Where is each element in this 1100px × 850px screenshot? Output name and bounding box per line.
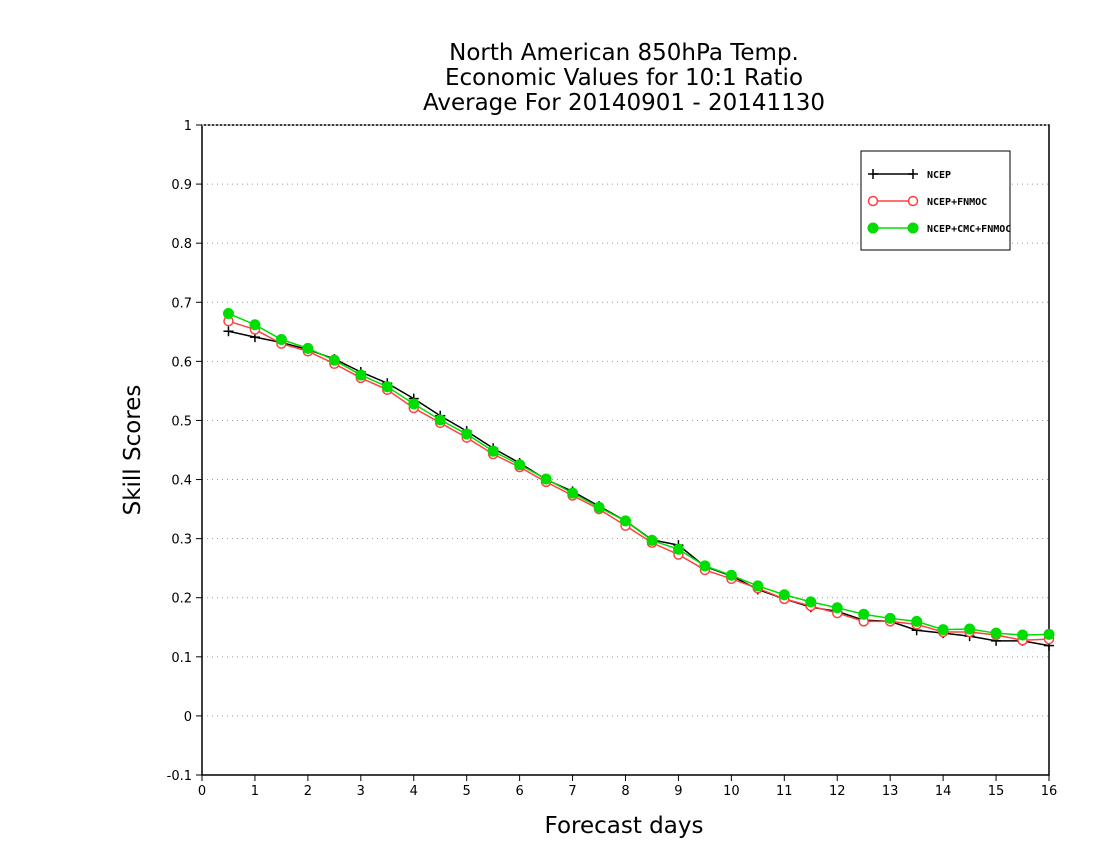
x-tick-label: 6	[515, 784, 523, 799]
data-point-series-2-14	[593, 501, 605, 513]
x-tick-label: 14	[935, 784, 952, 799]
y-tick-label: 0	[184, 710, 192, 725]
data-point-series-2-30	[1017, 629, 1029, 641]
data-point-series-2-3	[302, 342, 314, 354]
x-tick-label: 4	[410, 784, 418, 799]
data-point-series-2-15	[620, 515, 631, 527]
y-tick-label: 0.9	[171, 178, 192, 193]
y-tick-label: 0.5	[171, 414, 192, 429]
x-tick-label: 15	[988, 784, 1005, 799]
y-tick-label: 0.7	[171, 296, 192, 311]
legend-marker-1-b	[907, 195, 919, 207]
x-tick-label: 3	[357, 784, 365, 799]
y-tick-label: 1	[184, 119, 192, 134]
data-point-series-2-1	[249, 319, 261, 331]
x-tick-label: 10	[723, 784, 740, 799]
x-tick-label: 12	[829, 784, 846, 799]
data-point-series-2-21	[778, 589, 790, 601]
data-point-series-2-25	[884, 612, 896, 624]
data-point-series-2-27	[937, 624, 949, 636]
series-line-0	[228, 330, 1050, 647]
legend-marker-2-a	[867, 222, 879, 234]
x-tick-label: 2	[304, 784, 312, 799]
x-tick-label: 5	[463, 784, 471, 799]
data-point-series-2-17	[672, 543, 684, 555]
data-point-series-2-29	[990, 627, 1002, 639]
data-point-series-2-31	[1043, 628, 1055, 640]
data-point-series-2-24	[858, 608, 870, 620]
data-point-series-2-0	[222, 308, 234, 319]
data-point-series-2-11	[514, 459, 526, 471]
x-tick-label: 1	[251, 784, 259, 799]
data-point-series-2-26	[911, 615, 923, 627]
y-tick-label: 0.6	[171, 355, 192, 370]
x-tick-label: 16	[1041, 784, 1058, 799]
data-point-series-2-20	[752, 580, 764, 592]
y-tick-label: 0.4	[171, 474, 192, 489]
legend-label-1: NCEP+FNMOC	[927, 197, 987, 208]
data-point-series-2-19	[725, 569, 737, 581]
chart-title-line-1: North American 850hPa Temp.	[449, 40, 799, 66]
data-point-series-2-22	[805, 596, 817, 608]
data-point-series-2-7	[408, 398, 420, 410]
y-tick-label: 0.8	[171, 237, 192, 252]
legend-label-2: NCEP+CMC+FNMOC	[927, 224, 1011, 235]
data-point-series-2-5	[355, 369, 367, 381]
x-axis-label: Forecast days	[545, 813, 704, 839]
data-point-series-2-23	[831, 602, 843, 614]
x-tick-label: 9	[674, 784, 682, 799]
y-tick-label: 0.3	[171, 533, 192, 548]
chart-title-line-2: Economic Values for 10:1 Ratio	[445, 65, 803, 91]
legend-marker-2-b	[907, 222, 919, 234]
y-axis-label: Skill Scores	[120, 385, 146, 516]
x-tick-label: 13	[882, 784, 899, 799]
x-tick-label: 11	[776, 784, 793, 799]
data-point-series-2-16	[646, 534, 658, 546]
data-point-series-2-6	[381, 381, 393, 393]
legend-marker-0-b	[908, 169, 918, 179]
x-tick-label: 0	[198, 784, 206, 799]
y-tick-label: 0.1	[171, 651, 192, 666]
y-tick-label: -0.1	[167, 769, 192, 784]
y-tick-label: 0.2	[171, 592, 192, 607]
chart-title-line-3: Average For 20140901 - 20141130	[423, 90, 825, 116]
data-point-series-2-13	[567, 487, 579, 499]
data-point-series-0-0	[223, 326, 234, 337]
data-point-series-2-8	[434, 414, 446, 426]
data-point-series-2-10	[487, 445, 499, 457]
legend-marker-1-a	[867, 195, 879, 207]
data-point-series-2-18	[699, 560, 711, 572]
data-point-series-2-2	[275, 334, 287, 345]
x-tick-label: 7	[568, 784, 576, 799]
legend-marker-0-a	[868, 169, 878, 179]
legend-label-0: NCEP	[927, 170, 951, 181]
series-line-2	[228, 312, 1050, 636]
x-tick-label: 8	[621, 784, 629, 799]
data-point-series-2-9	[461, 428, 473, 440]
data-point-series-2-28	[964, 623, 976, 635]
data-point-series-2-4	[328, 354, 340, 366]
data-point-series-2-12	[540, 473, 552, 485]
